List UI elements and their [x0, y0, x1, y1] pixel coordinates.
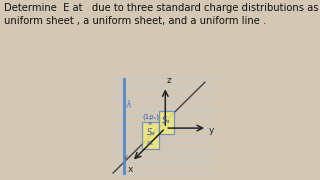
- Text: λ: λ: [125, 100, 131, 110]
- Text: y: y: [209, 126, 214, 135]
- Text: Determine  E at   due to three standard charge distributions as follows: a
unifo: Determine E at due to three standard cha…: [4, 3, 320, 26]
- Text: v': v': [124, 155, 130, 160]
- Text: (1ρₛ): (1ρₛ): [142, 114, 159, 120]
- Text: ρₛ: ρₛ: [147, 140, 154, 146]
- Text: Sₐ: Sₐ: [162, 116, 171, 125]
- Text: x: x: [128, 165, 133, 174]
- Text: z: z: [167, 76, 172, 85]
- FancyBboxPatch shape: [159, 111, 174, 134]
- Text: Sₐ: Sₐ: [147, 128, 155, 137]
- FancyBboxPatch shape: [142, 122, 159, 149]
- Text: a: a: [148, 121, 151, 126]
